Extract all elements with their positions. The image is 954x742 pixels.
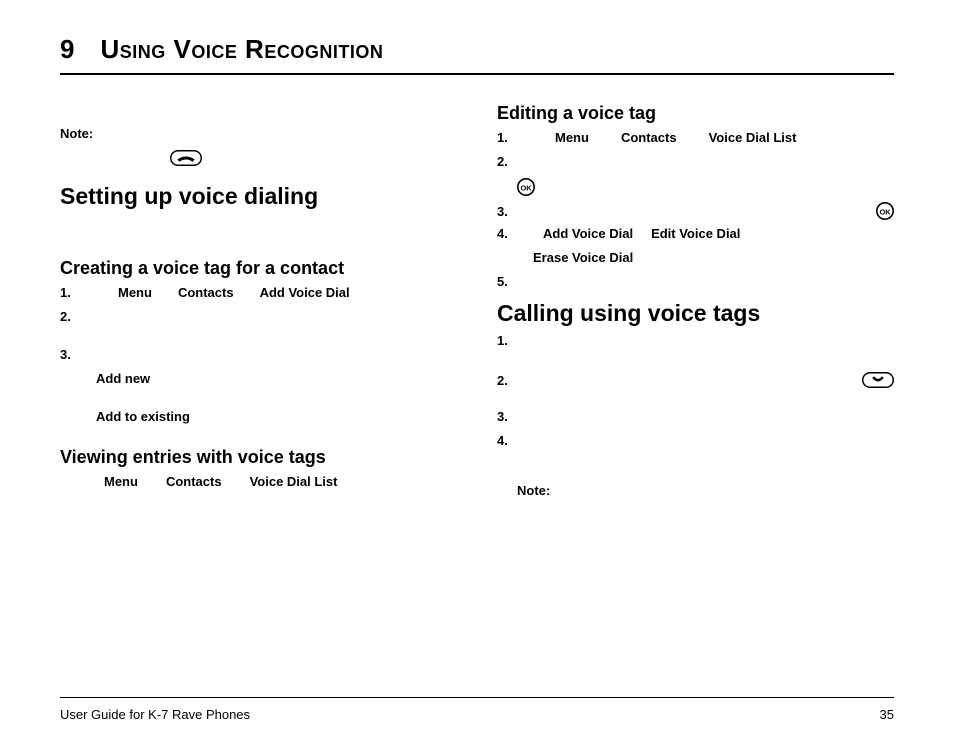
option-row: Erase Voice Dial (533, 250, 894, 268)
step-number: 4. (497, 433, 515, 448)
option-row: Add to existing (96, 409, 457, 427)
ok-icon (876, 202, 894, 220)
section-setting-up-voice-dialing: Setting up voice dialing (60, 183, 457, 210)
menu-label: Menu (555, 130, 589, 145)
page-number: 35 (880, 707, 894, 722)
add-new-label: Add new (96, 371, 150, 386)
page: 9 Using Voice Recognition Note: Setting … (0, 0, 954, 742)
footer-left-text: User Guide for K-7 Rave Phones (60, 707, 250, 722)
section-viewing-entries: Viewing entries with voice tags (60, 447, 457, 468)
note-block: Note: (60, 125, 457, 143)
step-row: 5. (497, 274, 894, 292)
erase-voice-dial-label: Erase Voice Dial (533, 250, 633, 265)
step-row: 2. (60, 309, 457, 327)
note-label: Note: (517, 483, 550, 498)
footer-rule (60, 697, 894, 698)
note-label: Note: (60, 126, 93, 141)
left-column: Note: Setting up voice dialing Creating … (60, 103, 457, 507)
add-voice-dial-label: Add Voice Dial (543, 226, 633, 241)
voice-dial-list-label: Voice Dial List (250, 474, 338, 489)
step-row: 4. Add Voice Dial Edit Voice Dial (497, 226, 894, 244)
step-row: 1. Menu Contacts Voice Dial List (497, 130, 894, 148)
step-row: 4. (497, 433, 894, 451)
step-number: 3. (497, 204, 515, 219)
step-row: 3. (60, 347, 457, 365)
edit-voice-dial-label: Edit Voice Dial (651, 226, 740, 241)
step-row: 3. (497, 202, 894, 220)
right-column: Editing a voice tag 1. Menu Contacts Voi… (497, 103, 894, 507)
step-number: 1. (497, 333, 515, 348)
section-editing-voice-tag: Editing a voice tag (497, 103, 894, 124)
chapter-rule (60, 73, 894, 75)
step-number: 3. (497, 409, 515, 424)
step-number: 1. (497, 130, 515, 145)
step-number: 1. (60, 285, 78, 300)
step-number: 2. (497, 373, 515, 388)
step-number: 3. (60, 347, 78, 362)
ok-icon (517, 178, 535, 196)
step-row: 2. (497, 371, 894, 389)
chapter-number: 9 (60, 34, 74, 65)
contacts-label: Contacts (166, 474, 222, 489)
end-key-icon-line (170, 149, 457, 173)
footer: User Guide for K-7 Rave Phones 35 (60, 707, 894, 722)
column-layout: Note: Setting up voice dialing Creating … (60, 103, 894, 507)
step-number: 2. (497, 154, 515, 169)
ok-icon-row (517, 178, 894, 196)
voice-dial-list-label: Voice Dial List (709, 130, 797, 145)
end-call-icon (170, 149, 202, 167)
step-row: 1. Menu Contacts Add Voice Dial (60, 285, 457, 303)
step-row: 2. (497, 154, 894, 172)
add-voice-dial-label: Add Voice Dial (260, 285, 350, 300)
contacts-label: Contacts (621, 130, 677, 145)
step-number: 5. (497, 274, 515, 289)
step-row: 3. (497, 409, 894, 427)
menu-label: Menu (104, 474, 138, 489)
note-block: Note: (517, 483, 894, 501)
menu-label: Menu (118, 285, 152, 300)
chapter-header: 9 Using Voice Recognition (60, 34, 894, 65)
contacts-label: Contacts (178, 285, 234, 300)
section-calling-using-voice-tags: Calling using voice tags (497, 300, 894, 327)
chapter-title: Using Voice Recognition (100, 34, 383, 65)
menu-path-row: Menu Contacts Voice Dial List (104, 474, 457, 492)
section-creating-voice-tag: Creating a voice tag for a contact (60, 258, 457, 279)
step-number: 2. (60, 309, 78, 324)
step-row: 1. (497, 333, 894, 351)
talk-icon (862, 371, 894, 389)
step-number: 4. (497, 226, 515, 241)
option-row: Add new (96, 371, 457, 389)
add-to-existing-label: Add to existing (96, 409, 190, 424)
